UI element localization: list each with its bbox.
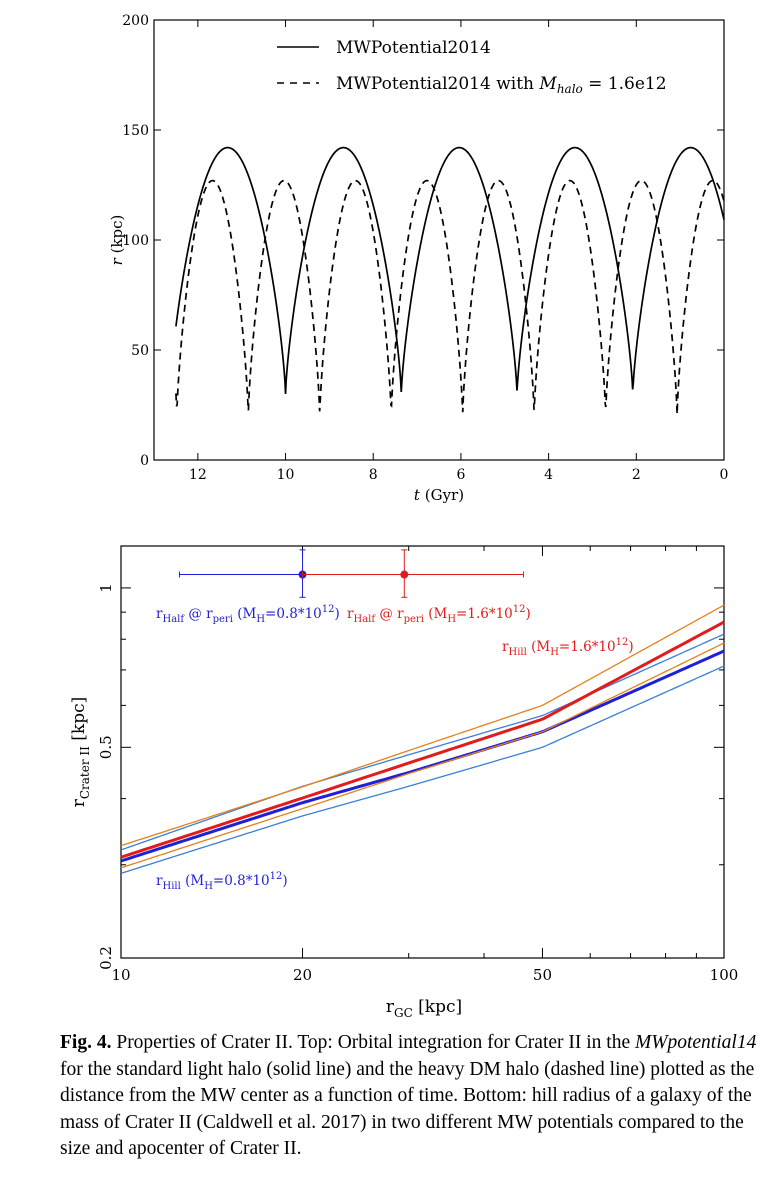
orbit-y-axis-label: r (kpc) xyxy=(108,215,126,266)
orbit-series-solid xyxy=(175,146,725,395)
x-tick-label-0: 12 xyxy=(189,467,207,483)
figure-caption: Fig. 4. Properties of Crater II. Top: Or… xyxy=(60,1030,760,1163)
x-tick-label-6: 0 xyxy=(720,467,729,483)
annotation-rhalf-08: rHalf @ rperi (MH=0.8*1012) xyxy=(156,604,340,625)
x-tick-label-2: 8 xyxy=(369,467,378,483)
hill-series-2 xyxy=(120,665,725,874)
y-tick-label-2: 100 xyxy=(122,233,149,249)
hill-series-3 xyxy=(120,620,725,859)
annotation-rhill-08: rHill (MH=0.8*1012) xyxy=(156,871,288,892)
hill-series-1 xyxy=(120,633,725,851)
x-tick-label-1: 10 xyxy=(277,467,295,483)
annotation-rhill-16: rHill (MH=1.6*1012) xyxy=(502,637,634,658)
hill-chart-points xyxy=(178,549,524,598)
y-tick-label-3: 150 xyxy=(122,123,149,139)
hill-y-tick-label-0: 0.2 xyxy=(97,946,115,970)
orbit-series-dashed xyxy=(175,179,725,415)
hill-chart-frame xyxy=(120,545,725,959)
annotation-rhalf-16: rHalf @ rperi (MH=1.6*1012) xyxy=(347,604,531,625)
hill-chart-ticks: 10 20 50 100 0.2 0.5 1 xyxy=(97,546,738,984)
y-tick-label-4: 200 xyxy=(122,13,149,29)
caption-text-2: for the standard light halo (solid line)… xyxy=(60,1058,755,1160)
y-tick-label-0: 0 xyxy=(140,453,149,469)
hill-y-tick-label-1: 0.5 xyxy=(97,735,115,759)
hill-radius-chart: 10 20 50 100 0.2 0.5 1 rHalf @ rperi (MH=0.8*1… xyxy=(69,545,738,1020)
hill-x-tick-label-1: 20 xyxy=(293,966,312,984)
orbit-legend: MWPotential2014 MWPotential2014 with Mha… xyxy=(277,38,667,96)
hill-x-axis-label: rGC [kpc] xyxy=(386,997,462,1020)
orbit-chart-curves xyxy=(175,146,725,415)
x-tick-label-4: 4 xyxy=(544,467,553,483)
hill-y-axis-label: rCrater II [kpc] xyxy=(69,697,92,808)
x-tick-label-5: 2 xyxy=(632,467,641,483)
hill-series-5 xyxy=(120,642,725,869)
caption-italic: MWpotential14 xyxy=(635,1032,757,1053)
hill-series-0 xyxy=(120,649,725,863)
legend-solid-label: MWPotential2014 xyxy=(336,38,491,58)
legend-dashed-label: MWPotential2014 with Mhalo = 1.6e12 xyxy=(336,74,667,96)
caption-label: Fig. 4. xyxy=(60,1032,112,1053)
hill-chart-curves xyxy=(120,604,725,874)
x-tick-label-3: 6 xyxy=(456,467,465,483)
orbit-x-axis-label: t (Gyr) xyxy=(414,486,464,504)
hill-x-tick-label-0: 10 xyxy=(111,966,130,984)
hill-x-tick-label-2: 50 xyxy=(533,966,552,984)
hill-x-tick-label-3: 100 xyxy=(710,966,739,984)
y-tick-label-1: 50 xyxy=(131,343,149,359)
hill-series-4 xyxy=(120,604,725,847)
hill-y-tick-label-2: 1 xyxy=(97,583,115,593)
point-1-marker xyxy=(400,570,409,579)
caption-text-1: Properties of Crater II. Top: Orbital in… xyxy=(111,1032,635,1053)
